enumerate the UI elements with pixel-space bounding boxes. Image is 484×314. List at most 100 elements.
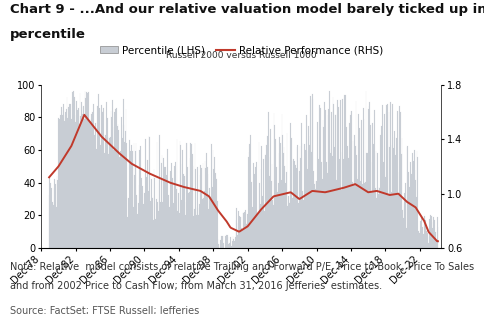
Bar [283, 147, 284, 248]
Bar [98, 94, 99, 248]
Bar [291, 161, 292, 248]
Bar [375, 151, 376, 248]
Bar [371, 123, 372, 248]
Bar [417, 231, 418, 248]
Bar [384, 177, 385, 248]
Bar [140, 223, 141, 248]
Bar [331, 156, 332, 248]
Bar [55, 184, 56, 248]
Bar [414, 180, 415, 248]
Bar [228, 243, 229, 248]
Bar [129, 140, 130, 248]
Bar [88, 93, 89, 248]
Bar [218, 244, 219, 248]
Bar [355, 101, 356, 248]
Bar [201, 199, 202, 248]
Bar [241, 228, 242, 248]
Bar [320, 162, 321, 248]
Bar [68, 107, 69, 248]
Bar [372, 144, 373, 248]
Bar [423, 216, 424, 248]
Bar [153, 169, 154, 248]
Bar [292, 159, 293, 248]
Bar [115, 122, 116, 248]
Bar [402, 218, 403, 248]
Bar [401, 138, 402, 248]
Bar [268, 157, 269, 248]
Bar [248, 152, 249, 248]
Bar [391, 145, 392, 248]
Bar [376, 198, 377, 248]
Bar [116, 108, 117, 248]
Bar [261, 146, 262, 248]
Bar [194, 143, 195, 248]
Bar [111, 116, 112, 248]
Bar [62, 115, 63, 248]
Bar [81, 102, 82, 248]
Bar [421, 241, 422, 248]
Bar [74, 97, 75, 248]
Bar [342, 182, 343, 248]
Bar [161, 155, 162, 248]
Bar [409, 162, 410, 248]
Bar [73, 91, 74, 248]
Bar [168, 207, 169, 248]
Bar [103, 108, 104, 248]
Bar [260, 169, 261, 248]
Bar [328, 91, 329, 248]
Bar [132, 151, 133, 248]
Bar [306, 151, 307, 248]
Bar [343, 159, 344, 248]
Bar [281, 114, 282, 248]
Bar [233, 239, 234, 248]
Text: Russell 2000 versus Russell 1000: Russell 2000 versus Russell 1000 [166, 51, 316, 60]
Bar [79, 93, 80, 248]
Bar [110, 111, 111, 248]
Bar [118, 130, 119, 248]
Bar [282, 135, 283, 248]
Bar [207, 174, 208, 248]
Bar [428, 219, 429, 248]
Bar [173, 165, 174, 248]
Bar [56, 207, 57, 248]
Bar [175, 161, 176, 248]
Bar [296, 147, 297, 248]
Bar [199, 175, 200, 248]
Bar [66, 109, 67, 248]
Bar [365, 91, 366, 248]
Bar [138, 185, 139, 248]
Bar [313, 184, 314, 248]
Bar [395, 138, 396, 248]
Bar [433, 220, 434, 248]
Bar [134, 175, 135, 248]
Bar [303, 144, 304, 248]
Bar [388, 112, 389, 248]
Bar [276, 190, 277, 248]
Bar [51, 202, 52, 248]
Bar [284, 166, 285, 248]
Bar [330, 153, 331, 248]
Bar [370, 162, 371, 248]
Bar [344, 95, 345, 248]
Bar [52, 202, 53, 248]
Bar [357, 176, 358, 248]
Bar [437, 227, 438, 248]
Bar [169, 220, 170, 248]
Bar [82, 107, 83, 248]
Bar [317, 184, 318, 248]
Bar [277, 183, 278, 248]
Bar [215, 173, 216, 248]
Bar [351, 182, 352, 248]
Bar [250, 185, 251, 248]
Bar [117, 126, 118, 248]
Bar [304, 150, 305, 248]
Bar [298, 171, 299, 248]
Bar [341, 99, 342, 248]
Bar [411, 153, 412, 248]
Bar [340, 152, 341, 248]
Bar [338, 159, 339, 248]
Bar [350, 111, 351, 248]
Bar [435, 241, 436, 248]
Bar [69, 104, 70, 248]
Bar [223, 243, 224, 248]
